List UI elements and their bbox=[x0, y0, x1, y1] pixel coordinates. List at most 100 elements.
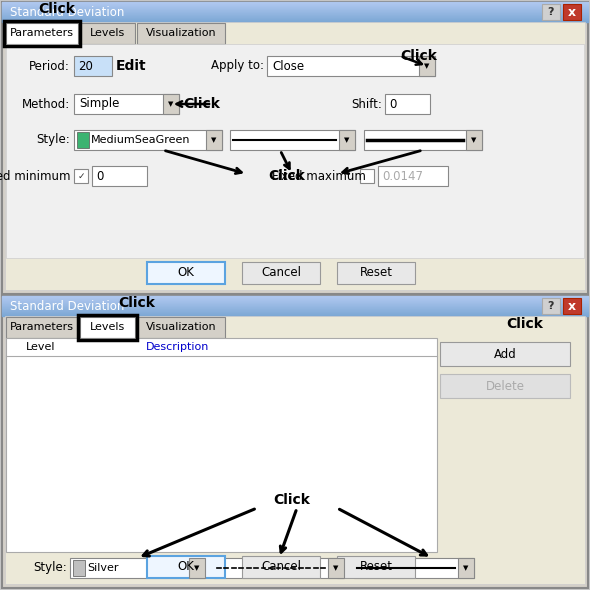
Text: Cancel: Cancel bbox=[261, 267, 301, 280]
FancyBboxPatch shape bbox=[458, 558, 474, 578]
Text: Fixed maximum: Fixed maximum bbox=[272, 169, 366, 182]
Text: Visualization: Visualization bbox=[146, 28, 217, 38]
Text: Parameters: Parameters bbox=[10, 323, 74, 333]
FancyBboxPatch shape bbox=[74, 130, 222, 150]
FancyBboxPatch shape bbox=[6, 317, 78, 338]
Text: Method:: Method: bbox=[22, 97, 70, 110]
FancyBboxPatch shape bbox=[137, 317, 225, 338]
Text: Click: Click bbox=[183, 97, 220, 111]
FancyBboxPatch shape bbox=[92, 166, 147, 186]
Text: ▼: ▼ bbox=[345, 137, 350, 143]
FancyBboxPatch shape bbox=[230, 130, 355, 150]
FancyBboxPatch shape bbox=[419, 56, 435, 76]
Text: ▼: ▼ bbox=[424, 63, 430, 69]
Text: Click: Click bbox=[507, 317, 543, 331]
FancyBboxPatch shape bbox=[73, 560, 85, 576]
FancyBboxPatch shape bbox=[354, 558, 474, 578]
Text: Reset: Reset bbox=[359, 267, 392, 280]
FancyBboxPatch shape bbox=[163, 94, 179, 114]
Text: ▼: ▼ bbox=[333, 565, 339, 571]
FancyBboxPatch shape bbox=[6, 338, 437, 552]
FancyBboxPatch shape bbox=[440, 342, 570, 366]
FancyBboxPatch shape bbox=[80, 23, 135, 44]
Text: ▼: ▼ bbox=[168, 101, 173, 107]
Text: Simple: Simple bbox=[79, 97, 119, 110]
FancyBboxPatch shape bbox=[337, 262, 415, 284]
Text: ?: ? bbox=[548, 301, 554, 311]
FancyBboxPatch shape bbox=[563, 4, 581, 20]
FancyBboxPatch shape bbox=[542, 298, 560, 314]
FancyBboxPatch shape bbox=[378, 166, 448, 186]
Text: ▼: ▼ bbox=[211, 137, 217, 143]
FancyBboxPatch shape bbox=[364, 130, 482, 150]
Text: 0: 0 bbox=[389, 97, 396, 110]
FancyBboxPatch shape bbox=[147, 556, 225, 578]
Text: MediumSeaGreen: MediumSeaGreen bbox=[91, 135, 191, 145]
FancyBboxPatch shape bbox=[70, 558, 205, 578]
Text: OK: OK bbox=[178, 560, 195, 573]
FancyBboxPatch shape bbox=[337, 556, 415, 578]
Text: Levels: Levels bbox=[90, 323, 125, 333]
FancyBboxPatch shape bbox=[385, 94, 430, 114]
Text: Click: Click bbox=[38, 2, 76, 16]
FancyBboxPatch shape bbox=[339, 130, 355, 150]
FancyBboxPatch shape bbox=[77, 132, 89, 148]
FancyBboxPatch shape bbox=[2, 296, 588, 588]
Text: 0: 0 bbox=[96, 169, 103, 182]
Text: x: x bbox=[568, 5, 576, 18]
Text: ✓: ✓ bbox=[77, 172, 85, 181]
Text: 0.0147: 0.0147 bbox=[382, 169, 423, 182]
Text: x: x bbox=[568, 300, 576, 313]
Text: Reset: Reset bbox=[359, 560, 392, 573]
Text: Click: Click bbox=[274, 493, 310, 507]
FancyBboxPatch shape bbox=[137, 23, 225, 44]
FancyBboxPatch shape bbox=[74, 94, 179, 114]
Text: ▼: ▼ bbox=[194, 565, 199, 571]
FancyBboxPatch shape bbox=[563, 298, 581, 314]
Text: Apply to:: Apply to: bbox=[211, 60, 264, 73]
FancyBboxPatch shape bbox=[74, 56, 112, 76]
FancyBboxPatch shape bbox=[5, 22, 585, 290]
FancyBboxPatch shape bbox=[206, 130, 222, 150]
Text: Period:: Period: bbox=[29, 60, 70, 73]
Text: OK: OK bbox=[178, 267, 195, 280]
Text: Style:: Style: bbox=[36, 133, 70, 146]
Text: Style:: Style: bbox=[33, 562, 67, 575]
FancyBboxPatch shape bbox=[440, 374, 570, 398]
FancyBboxPatch shape bbox=[214, 558, 344, 578]
FancyBboxPatch shape bbox=[2, 2, 588, 294]
Text: Levels: Levels bbox=[90, 28, 125, 38]
Text: Add: Add bbox=[494, 348, 516, 360]
Text: Close: Close bbox=[272, 60, 304, 73]
Text: Fixed minimum: Fixed minimum bbox=[0, 169, 70, 182]
Text: Visualization: Visualization bbox=[146, 323, 217, 333]
FancyBboxPatch shape bbox=[6, 44, 584, 258]
FancyBboxPatch shape bbox=[74, 169, 88, 183]
Text: Edit: Edit bbox=[116, 59, 147, 73]
Text: Click: Click bbox=[119, 296, 155, 310]
Text: 20: 20 bbox=[78, 60, 93, 73]
FancyBboxPatch shape bbox=[242, 556, 320, 578]
FancyBboxPatch shape bbox=[5, 316, 585, 584]
Text: ?: ? bbox=[548, 7, 554, 17]
Text: Click: Click bbox=[268, 169, 306, 183]
Text: ▼: ▼ bbox=[471, 137, 477, 143]
FancyBboxPatch shape bbox=[189, 558, 205, 578]
Text: ▼: ▼ bbox=[463, 565, 468, 571]
Text: Click: Click bbox=[400, 49, 437, 63]
FancyBboxPatch shape bbox=[466, 130, 482, 150]
FancyBboxPatch shape bbox=[360, 169, 374, 183]
FancyBboxPatch shape bbox=[147, 262, 225, 284]
Text: Level: Level bbox=[26, 342, 55, 352]
Text: Shift:: Shift: bbox=[351, 97, 382, 110]
Text: Standard Deviation: Standard Deviation bbox=[10, 5, 124, 18]
FancyBboxPatch shape bbox=[542, 4, 560, 20]
Text: Delete: Delete bbox=[486, 379, 525, 392]
Text: Description: Description bbox=[146, 342, 209, 352]
Text: Silver: Silver bbox=[87, 563, 119, 573]
FancyBboxPatch shape bbox=[6, 23, 78, 44]
FancyBboxPatch shape bbox=[80, 317, 135, 338]
Text: Parameters: Parameters bbox=[10, 28, 74, 38]
Text: Cancel: Cancel bbox=[261, 560, 301, 573]
FancyBboxPatch shape bbox=[328, 558, 344, 578]
